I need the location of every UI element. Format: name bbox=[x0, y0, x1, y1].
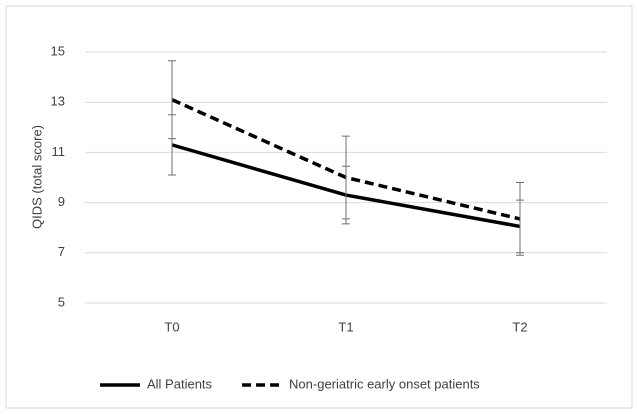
legend-label: All Patients bbox=[147, 376, 213, 391]
legend-label: Non-geriatric early onset patients bbox=[289, 376, 480, 391]
x-tick-label: T1 bbox=[338, 319, 353, 334]
y-tick-label: 9 bbox=[58, 194, 65, 209]
y-axis-title: QIDS (total score) bbox=[29, 125, 44, 229]
x-tick-label: T2 bbox=[512, 319, 527, 334]
y-tick-label: 15 bbox=[51, 43, 65, 58]
error-bar bbox=[168, 60, 176, 140]
chart-frame bbox=[5, 5, 633, 409]
error-bar bbox=[342, 135, 350, 220]
x-tick-label: T0 bbox=[164, 319, 179, 334]
y-tick-label: 5 bbox=[58, 294, 65, 309]
y-tick-label: 11 bbox=[52, 144, 66, 159]
y-tick-label: 7 bbox=[58, 244, 65, 259]
error-bar bbox=[516, 182, 524, 256]
y-tick-label: 13 bbox=[51, 94, 65, 109]
